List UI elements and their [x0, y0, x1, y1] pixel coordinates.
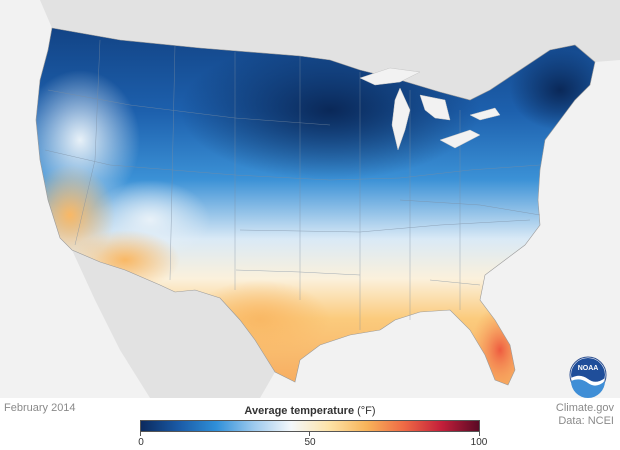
legend-color-bar: [140, 420, 480, 432]
legend-unit: (°F): [357, 405, 376, 417]
legend-label-mid: 50: [304, 437, 316, 448]
legend-title-row: Average temperature (°F): [140, 405, 480, 417]
date-label: February 2014: [4, 402, 76, 414]
legend-label-min: 0: [138, 437, 144, 448]
legend-tick-min: [140, 432, 141, 436]
credit-data: Data: NCEI: [558, 415, 614, 427]
legend-tick-max: [479, 432, 480, 436]
mexico-landmass: [72, 250, 275, 398]
legend-title: Average temperature: [244, 405, 355, 417]
credit-block: Climate.gov Data: NCEI: [556, 402, 614, 428]
temperature-map: NOAA: [0, 0, 620, 398]
credit-source: Climate.gov: [555, 402, 614, 414]
noaa-logo-text: NOAA: [578, 365, 599, 372]
legend-label-max: 100: [470, 437, 488, 448]
state-borders: [44, 39, 541, 330]
legend-tick-mid: [309, 432, 310, 436]
noaa-logo: NOAA: [569, 356, 607, 398]
canada-landmass: [0, 0, 620, 100]
great-lakes: [359, 67, 501, 151]
